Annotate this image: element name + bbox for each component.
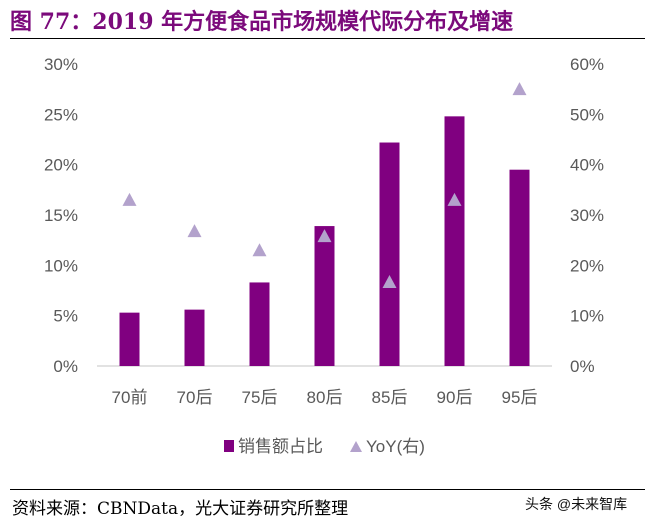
x-axis-tick: 95后 [502,388,538,407]
left-axis-tick: 20% [44,156,78,175]
left-axis-tick: 30% [44,55,78,74]
source-divider [10,489,645,490]
bar-80后 [314,226,335,366]
legend-yoy-swatch [350,441,362,452]
right-axis-tick: 20% [570,256,604,275]
right-axis-tick: 40% [570,156,604,175]
left-axis-tick: 25% [44,105,78,124]
yoy-marker-70前 [122,192,137,206]
right-axis-tick: 50% [570,105,604,124]
left-axis-tick: 10% [44,256,78,275]
x-axis-tick: 85后 [372,388,408,407]
yoy-marker-75后 [252,243,267,257]
bar-70前 [119,312,140,366]
title-divider [10,38,645,39]
legend-bar-label: 销售额占比 [238,437,323,456]
yoy-marker-85后 [382,274,397,288]
watermark: 头条 @未来智库 [525,496,628,512]
legend-yoy-label: YoY(右) [366,437,425,456]
yoy-marker-80后 [317,229,332,243]
source-note: 资料来源：CBNData，光大证券研究所整理 [12,499,349,519]
chart: 0% 5% 10% 15% 20% 25% 30% 0% 10% 20% 30% 40% 50% 60% 7… [44,55,604,456]
yoy-marker-70后 [187,224,202,238]
x-axis-tick: 70后 [177,388,213,407]
x-axis-tick: 90后 [437,388,473,407]
bar-90后 [444,116,465,366]
x-axis-tick: 75后 [242,388,278,407]
left-axis-tick: 5% [53,307,78,326]
yoy-marker-90后 [447,192,462,206]
left-axis-tick: 15% [44,206,78,225]
bar-70后 [184,309,205,366]
figure-title: 图 77：2019 年方便食品市场规模代际分布及增速 [10,9,514,35]
bar-95后 [509,169,530,366]
bar-75后 [249,282,270,366]
right-axis-tick: 0% [570,357,595,376]
right-axis-tick: 30% [570,206,604,225]
right-axis-tick: 10% [570,307,604,326]
legend-bar-swatch [224,440,234,452]
right-axis-tick: 60% [570,55,604,74]
yoy-marker-95后 [512,82,527,96]
x-axis-tick: 80后 [307,388,343,407]
left-axis-tick: 0% [53,357,78,376]
x-axis-tick: 70前 [112,388,148,407]
bar-85后 [379,142,400,366]
